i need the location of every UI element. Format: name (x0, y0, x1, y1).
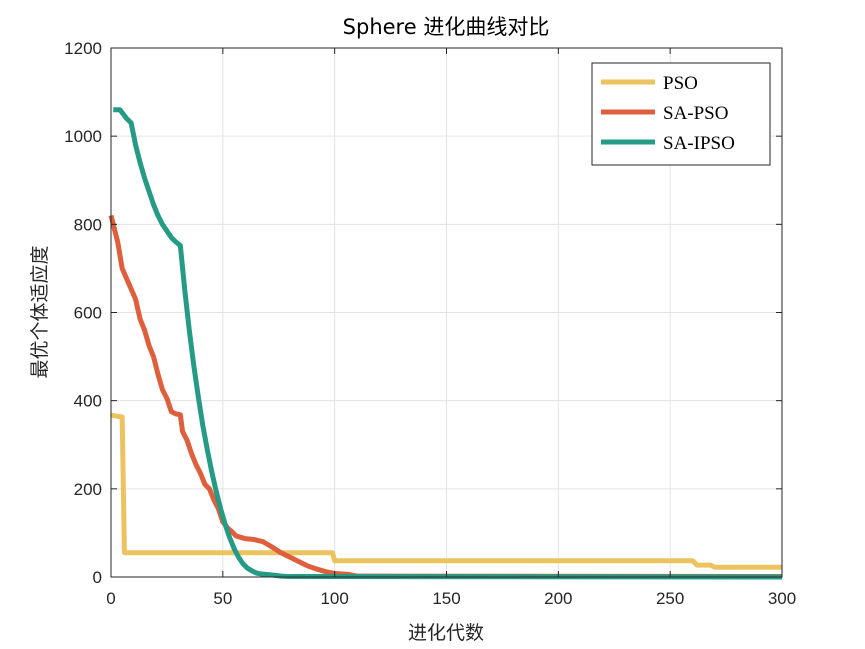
series-lines (108, 107, 783, 580)
x-axis-label: 进化代数 (408, 622, 484, 644)
series-line-sa-pso (108, 214, 783, 580)
x-tick-label: 150 (432, 589, 460, 608)
series-line-sa-ipso (113, 107, 783, 580)
y-tick-label: 1200 (64, 39, 102, 58)
y-tick-label: 200 (74, 480, 102, 499)
x-tick-label: 300 (768, 589, 796, 608)
legend-label-sa-ipso: SA-IPSO (663, 133, 735, 154)
x-tick-label: 0 (106, 589, 115, 608)
y-axis-label: 最优个体适应度 (29, 245, 51, 378)
x-tick-label: 250 (656, 589, 684, 608)
legend-label-sa-pso: SA-PSO (663, 103, 728, 124)
x-tick-label: 100 (320, 589, 348, 608)
legend: PSO SA-PSO SA-IPSO (591, 62, 771, 166)
chart-title: Sphere 进化曲线对比 (343, 15, 550, 39)
legend-label-pso: PSO (663, 73, 698, 94)
y-tick-label: 400 (74, 392, 102, 411)
x-tick-label: 200 (544, 589, 572, 608)
series-line-pso (110, 412, 782, 570)
y-tick-label: 800 (74, 215, 102, 234)
x-tick-label: 50 (213, 589, 232, 608)
y-tick-label: 1000 (64, 127, 102, 146)
axes: 0 50 100 150 200 250 300 0 200 400 600 800 1000 1200 (64, 39, 796, 608)
y-tick-label: 600 (74, 304, 102, 323)
y-tick-label: 0 (93, 568, 102, 587)
